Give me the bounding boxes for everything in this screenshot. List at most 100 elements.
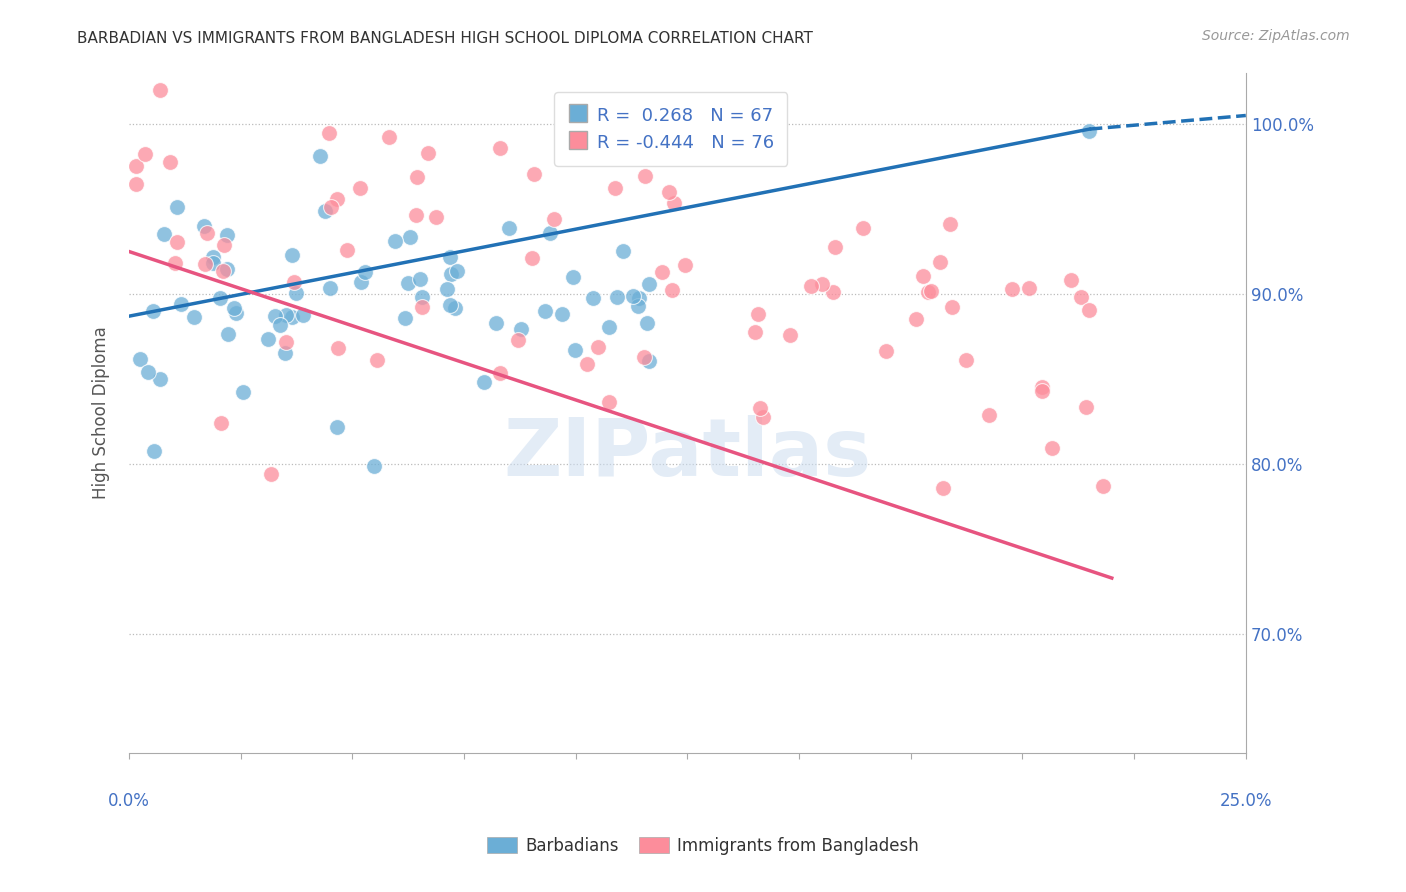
Point: [748, 401, 770, 415]
Point: [411, 300, 433, 314]
Point: [292, 309, 315, 323]
Point: [562, 270, 585, 285]
Point: [603, 180, 626, 194]
Point: [446, 264, 468, 278]
Point: [489, 366, 512, 380]
Point: [136, 365, 159, 379]
Point: [598, 394, 620, 409]
Point: [425, 211, 447, 225]
Point: [209, 291, 232, 305]
Point: [485, 316, 508, 330]
Text: ZIPatlas: ZIPatlas: [503, 415, 872, 493]
Point: [1031, 384, 1053, 398]
Point: [309, 148, 332, 162]
Point: [436, 282, 458, 296]
Point: [605, 290, 627, 304]
Point: [673, 258, 696, 272]
Point: [354, 265, 377, 279]
Point: [183, 310, 205, 324]
Point: [193, 219, 215, 233]
Point: [263, 309, 285, 323]
Point: [215, 261, 238, 276]
Point: [638, 277, 661, 292]
Point: [634, 169, 657, 183]
Point: [194, 258, 217, 272]
Point: [543, 211, 565, 226]
Point: [662, 195, 685, 210]
Point: [396, 276, 419, 290]
Point: [276, 334, 298, 349]
Point: [779, 327, 801, 342]
Point: [274, 346, 297, 360]
Point: [409, 272, 432, 286]
Point: [1078, 124, 1101, 138]
Point: [201, 256, 224, 270]
Text: 0.0%: 0.0%: [108, 792, 150, 810]
Point: [209, 416, 232, 430]
Point: [938, 217, 960, 231]
Point: [416, 145, 439, 160]
Point: [166, 200, 188, 214]
Point: [1076, 401, 1098, 415]
Point: [1059, 273, 1081, 287]
Point: [586, 340, 609, 354]
Point: [627, 300, 650, 314]
Point: [318, 127, 340, 141]
Point: [627, 291, 650, 305]
Text: BARBADIAN VS IMMIGRANTS FROM BANGLADESH HIGH SCHOOL DIPLOMA CORRELATION CHART: BARBADIAN VS IMMIGRANTS FROM BANGLADESH …: [77, 31, 813, 46]
Point: [621, 289, 644, 303]
Point: [281, 310, 304, 324]
Point: [538, 226, 561, 240]
Point: [259, 467, 281, 481]
Point: [406, 170, 429, 185]
Legend: Barbadians, Immigrants from Bangladesh: Barbadians, Immigrants from Bangladesh: [481, 830, 925, 862]
Point: [326, 419, 349, 434]
Point: [636, 317, 658, 331]
Point: [658, 185, 681, 199]
Point: [800, 279, 823, 293]
Point: [472, 375, 495, 389]
Point: [875, 343, 897, 358]
Point: [394, 311, 416, 326]
Point: [349, 275, 371, 289]
Point: [1040, 441, 1063, 455]
Point: [439, 250, 461, 264]
Point: [932, 481, 955, 495]
Point: [920, 284, 942, 298]
Point: [166, 235, 188, 249]
Point: [1031, 380, 1053, 394]
Point: [752, 410, 775, 425]
Point: [143, 444, 166, 458]
Point: [195, 226, 218, 240]
Point: [1001, 282, 1024, 296]
Point: [651, 265, 673, 279]
Point: [443, 301, 465, 315]
Point: [564, 343, 586, 357]
Point: [1070, 290, 1092, 304]
Legend: R =  0.268   N = 67, R = -0.444   N = 76: R = 0.268 N = 67, R = -0.444 N = 76: [554, 92, 787, 166]
Point: [211, 264, 233, 278]
Point: [232, 384, 254, 399]
Point: [821, 285, 844, 299]
Point: [256, 332, 278, 346]
Point: [598, 320, 620, 334]
Point: [384, 234, 406, 248]
Point: [269, 318, 291, 333]
Point: [224, 301, 246, 315]
Point: [314, 204, 336, 219]
Point: [941, 300, 963, 314]
Point: [159, 155, 181, 169]
Point: [904, 311, 927, 326]
Point: [633, 350, 655, 364]
Y-axis label: High School Diploma: High School Diploma: [93, 326, 110, 500]
Point: [439, 298, 461, 312]
Point: [551, 307, 574, 321]
Point: [225, 306, 247, 320]
Point: [1091, 478, 1114, 492]
Point: [1077, 303, 1099, 318]
Point: [824, 240, 846, 254]
Point: [399, 229, 422, 244]
Point: [153, 227, 176, 241]
Point: [326, 341, 349, 355]
Point: [852, 221, 875, 235]
